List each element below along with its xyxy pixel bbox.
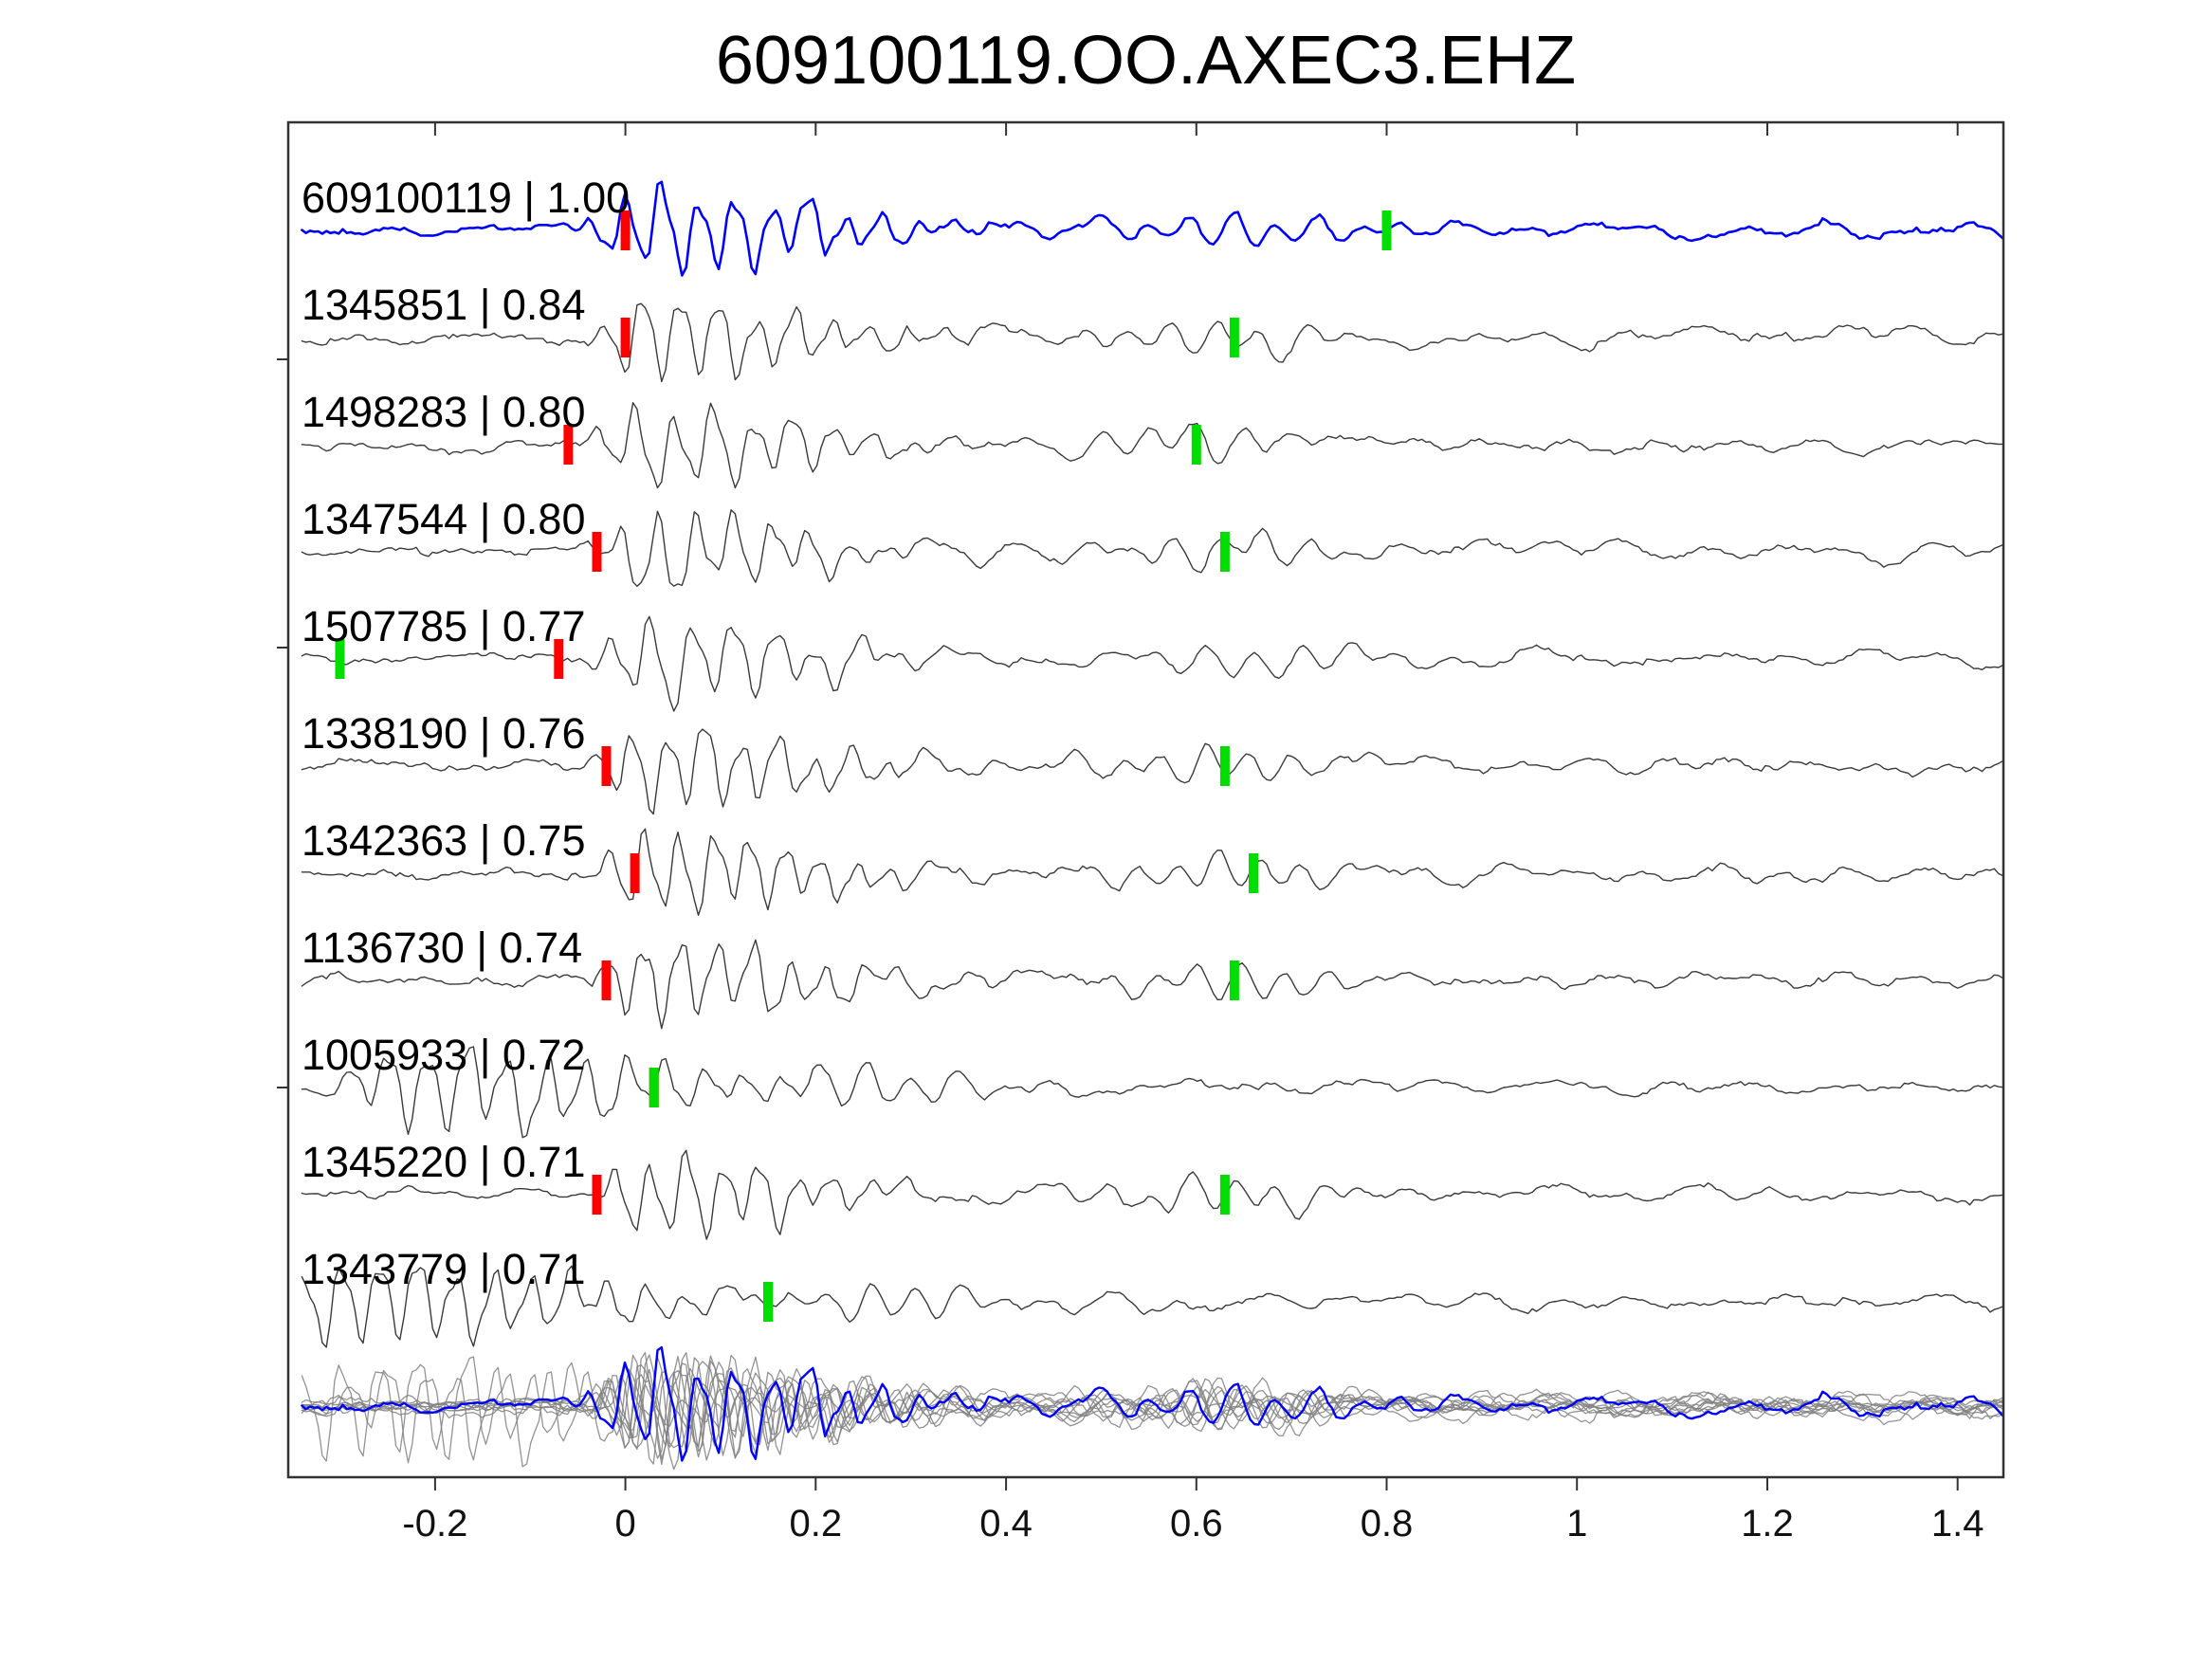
svg-text:1345220 | 0.71: 1345220 | 0.71 (302, 1138, 585, 1186)
svg-text:1136730 | 0.74: 1136730 | 0.74 (302, 923, 582, 972)
svg-text:1.4: 1.4 (1931, 1503, 1984, 1545)
svg-text:0: 0 (614, 1503, 635, 1545)
svg-text:1498283 | 0.80: 1498283 | 0.80 (302, 388, 585, 436)
svg-text:1342363 | 0.75: 1342363 | 0.75 (302, 816, 585, 865)
svg-text:1338190 | 0.76: 1338190 | 0.76 (302, 709, 585, 758)
svg-text:1345851 | 0.84: 1345851 | 0.84 (302, 281, 585, 329)
svg-text:1.2: 1.2 (1741, 1503, 1794, 1545)
svg-text:0.6: 0.6 (1170, 1503, 1223, 1545)
svg-text:1: 1 (1566, 1503, 1587, 1545)
svg-text:609100119 | 1.00: 609100119 | 1.00 (302, 174, 630, 222)
svg-text:1347544 | 0.80: 1347544 | 0.80 (302, 495, 585, 543)
svg-text:1343779 | 0.71: 1343779 | 0.71 (302, 1245, 585, 1293)
svg-text:1005933 | 0.72: 1005933 | 0.72 (302, 1031, 585, 1079)
svg-text:-0.2: -0.2 (402, 1503, 467, 1545)
svg-text:1507785 | 0.77: 1507785 | 0.77 (302, 602, 585, 650)
svg-text:609100119.OO.AXEC3.EHZ: 609100119.OO.AXEC3.EHZ (716, 23, 1576, 99)
svg-text:0.8: 0.8 (1361, 1503, 1414, 1545)
svg-text:0.2: 0.2 (789, 1503, 842, 1545)
svg-text:0.4: 0.4 (979, 1503, 1033, 1545)
